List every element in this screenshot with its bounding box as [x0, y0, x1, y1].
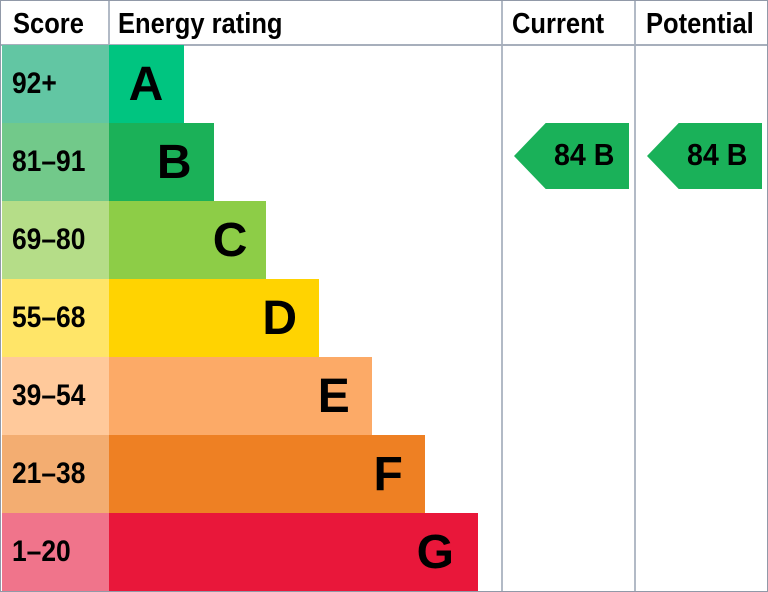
- svg-text:84 B: 84 B: [687, 137, 748, 172]
- svg-text:84 B: 84 B: [554, 137, 615, 172]
